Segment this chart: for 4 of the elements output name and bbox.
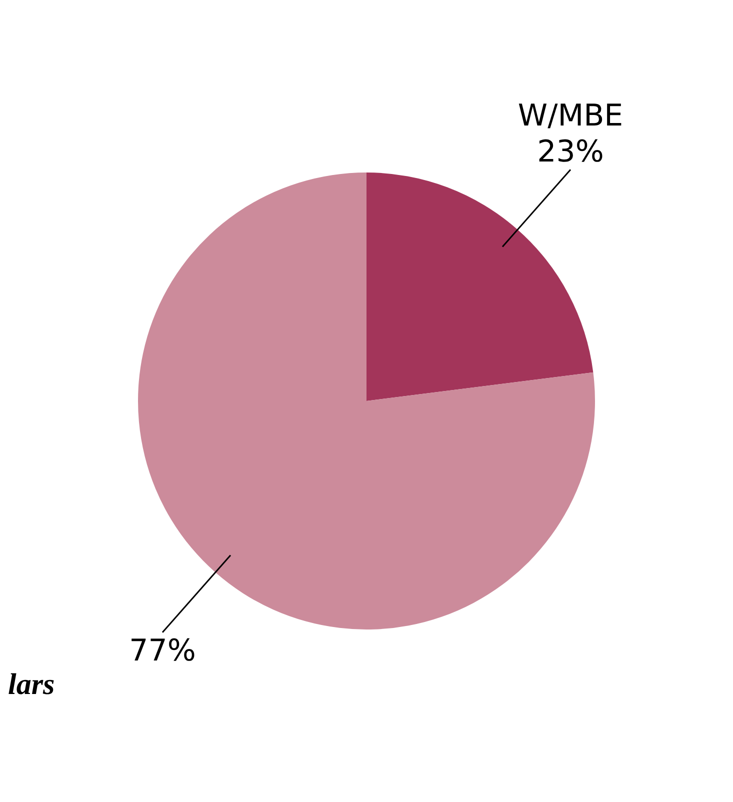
text: lars xyxy=(8,668,55,702)
data-label: 23% xyxy=(537,134,604,170)
data-label: 77% xyxy=(129,633,196,668)
slice-label: W/MBE xyxy=(518,98,624,134)
